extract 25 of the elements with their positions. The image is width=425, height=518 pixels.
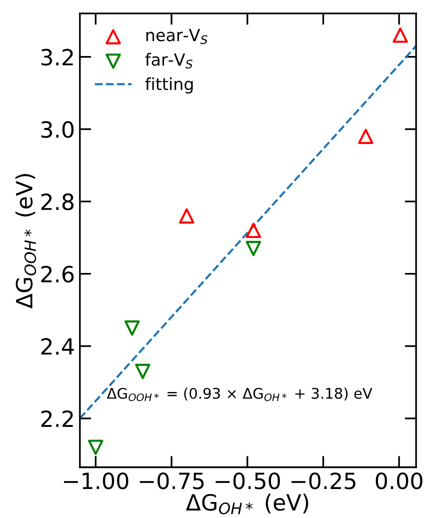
y-tick-label: 3.0 bbox=[41, 121, 74, 138]
y-tick-label: 2.8 bbox=[41, 193, 74, 210]
y-tick-label: 3.2 bbox=[41, 48, 73, 66]
y-tick-label: 2.2 bbox=[41, 410, 73, 427]
legend-label: near-V$_{S}$ bbox=[146, 28, 208, 44]
point bbox=[246, 222, 262, 238]
x-axis-title: ΔG$_{OH*}$ (eV) bbox=[186, 494, 308, 514]
point bbox=[135, 364, 150, 380]
point bbox=[124, 320, 140, 336]
x-tick-label: −1.00 bbox=[64, 472, 128, 490]
y-axis-title: ΔG$_{OOH*}$ (eV) bbox=[15, 174, 36, 309]
y-tick-label: 2.6 bbox=[41, 266, 74, 283]
annotation: ΔG$_{OOH*}$ = (0.93 × ΔG$_{OH*}$ + 3.18) eV bbox=[106, 388, 372, 402]
point bbox=[358, 128, 374, 144]
y-tick-label: 2.4 bbox=[41, 338, 74, 355]
x-tick-label: 0.00 bbox=[376, 472, 422, 490]
legend-label: far-V$_{S}$ bbox=[145, 52, 192, 68]
x-tick-label: −0.50 bbox=[216, 472, 280, 490]
x-tick-label: −0.25 bbox=[292, 472, 356, 490]
point bbox=[392, 28, 408, 43]
point bbox=[246, 240, 262, 256]
point bbox=[179, 208, 194, 224]
point bbox=[88, 440, 104, 455]
legend-label: fitting bbox=[145, 77, 193, 94]
x-tick-label: −0.75 bbox=[140, 472, 204, 490]
